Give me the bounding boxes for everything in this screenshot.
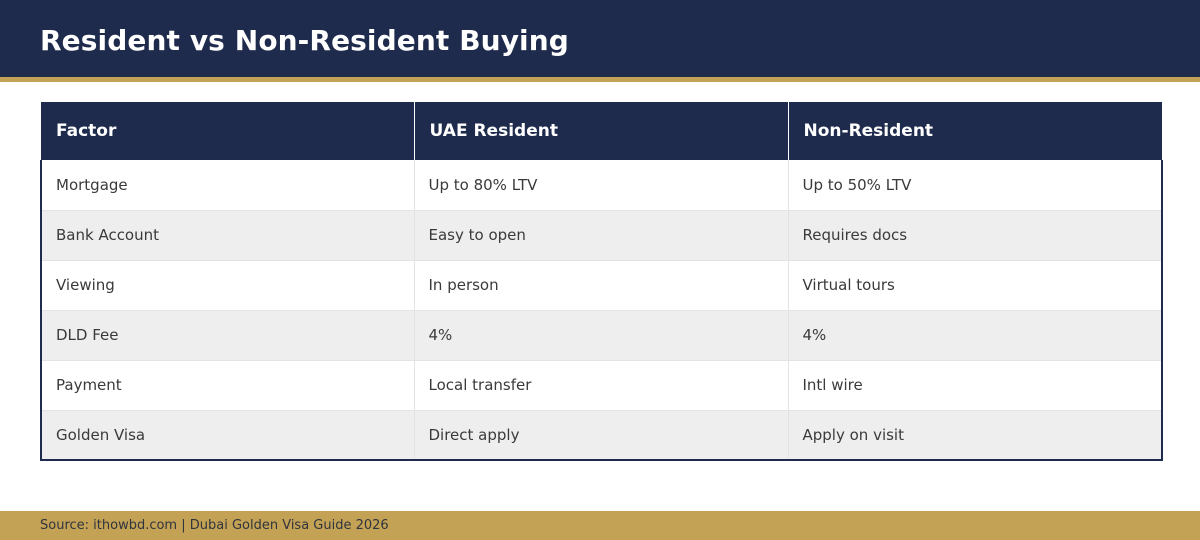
cell-non-resident: Up to 50% LTV [788,160,1162,211]
cell-uae-resident: Direct apply [414,410,789,460]
table-row: Payment Local transfer Intl wire [41,360,1162,411]
page-title: Resident vs Non-Resident Buying [40,24,569,57]
cell-uae-resident: Up to 80% LTV [414,160,789,211]
column-header-uae-resident: UAE Resident [414,102,789,160]
table-row: Bank Account Easy to open Requires docs [41,210,1162,261]
table-body: Mortgage Up to 80% LTV Up to 50% LTV Ban… [41,160,1162,460]
cell-factor: DLD Fee [41,310,415,361]
cell-factor: Golden Visa [41,410,415,460]
cell-factor: Bank Account [41,210,415,261]
footer-bar [0,511,1200,540]
comparison-table: Factor UAE Resident Non-Resident Mortgag… [40,102,1163,461]
table-header-row: Factor UAE Resident Non-Resident [41,102,1162,160]
cell-factor: Payment [41,360,415,411]
table-row: Mortgage Up to 80% LTV Up to 50% LTV [41,160,1162,211]
cell-uae-resident: Local transfer [414,360,789,411]
header-accent-rule [0,77,1200,82]
cell-non-resident: Apply on visit [788,410,1162,460]
cell-non-resident: Virtual tours [788,260,1162,311]
table-header: Factor UAE Resident Non-Resident [41,102,1162,160]
comparison-table-container: Factor UAE Resident Non-Resident Mortgag… [40,102,1163,461]
column-header-factor: Factor [41,102,415,160]
column-header-non-resident: Non-Resident [788,102,1162,160]
header-bar [0,0,1200,77]
cell-factor: Viewing [41,260,415,311]
cell-non-resident: Intl wire [788,360,1162,411]
cell-uae-resident: In person [414,260,789,311]
cell-non-resident: Requires docs [788,210,1162,261]
table-row: Viewing In person Virtual tours [41,260,1162,311]
table-row: DLD Fee 4% 4% [41,310,1162,361]
source-citation: Source: ithowbd.com | Dubai Golden Visa … [40,518,389,533]
cell-uae-resident: 4% [414,310,789,361]
cell-factor: Mortgage [41,160,415,211]
cell-uae-resident: Easy to open [414,210,789,261]
cell-non-resident: 4% [788,310,1162,361]
table-row: Golden Visa Direct apply Apply on visit [41,410,1162,460]
